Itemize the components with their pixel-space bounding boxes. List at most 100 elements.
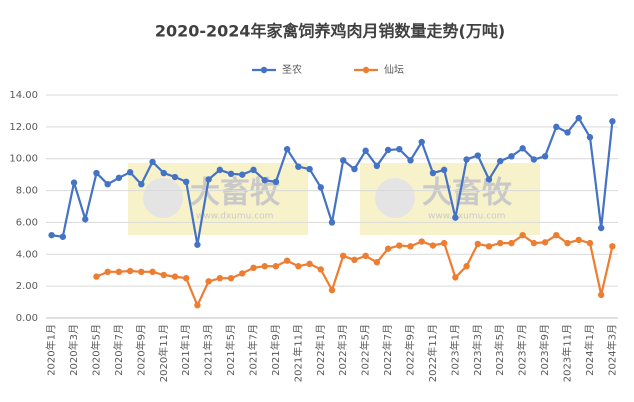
data-point [519,145,526,152]
data-point [261,263,268,270]
data-point [328,219,336,226]
legend-marker [260,66,268,74]
x-tick-label: 2023年7月 [516,324,529,376]
data-point [340,252,347,260]
x-tick-label: 2020年3月 [67,324,80,376]
data-point [541,239,549,246]
watermark-url: www.dxumu.com [428,212,505,222]
data-point [138,268,145,276]
data-point [407,157,414,164]
data-point [317,266,324,273]
y-tick-label: 8.00 [16,186,38,197]
x-tick-label: 2022年9月 [404,324,417,376]
y-tick-label: 0.00 [16,313,38,324]
data-point [205,278,212,285]
x-tick-label: 2021年7月 [246,324,259,376]
x-tick-label: 2022年11月 [426,324,439,382]
data-point [418,238,425,245]
data-point [82,216,89,223]
x-tick-label: 2020年9月 [134,324,147,376]
data-point [115,174,123,182]
data-point [250,264,257,272]
data-point [553,231,560,239]
legend-marker [362,66,370,74]
data-point [474,240,482,248]
data-point [306,260,313,268]
data-point [485,243,493,250]
x-tick-label: 2023年11月 [561,324,574,382]
watermark-url: www.dxumu.com [196,212,273,222]
y-tick-label: 14.00 [9,90,38,101]
y-tick-label: 10.00 [9,154,38,165]
data-point [182,274,190,282]
data-point [149,268,156,276]
data-point [373,259,381,266]
data-point [306,165,313,173]
watermark-logo [143,178,183,218]
data-point [126,169,134,176]
watermark-logo [375,178,415,218]
data-point [283,145,291,153]
x-tick-label: 2021年3月 [202,324,215,376]
x-tick-label: 2021年9月 [269,324,282,376]
data-point [597,224,605,232]
data-point [216,274,224,282]
data-point [463,263,470,270]
x-tick-label: 2023年3月 [471,324,484,376]
data-point [519,231,526,239]
data-point [485,176,493,183]
data-point [194,241,201,248]
data-point [295,263,302,270]
data-point [194,302,201,309]
data-point [418,138,425,146]
data-point [396,242,403,249]
data-point [126,267,134,275]
data-point [216,166,224,174]
data-point [440,239,448,247]
data-point [541,153,549,160]
data-point [182,178,190,186]
data-point [351,256,358,264]
data-point [104,181,111,188]
data-point [407,243,414,250]
data-point [586,134,594,141]
data-point [553,123,560,131]
data-point [340,157,347,164]
y-tick-label: 2.00 [16,281,38,292]
y-tick-label: 12.00 [9,122,38,133]
legend-label: 仙坛 [384,63,404,76]
data-point [508,153,515,160]
data-point [575,114,582,122]
legend-label: 圣农 [282,63,302,76]
data-point [396,145,403,153]
data-point [497,239,504,247]
data-point [328,286,336,294]
data-point [59,233,67,240]
data-point [115,268,123,276]
data-point [104,268,111,276]
data-point [440,166,448,174]
data-point [250,166,257,174]
data-point [160,271,167,279]
data-point [239,270,246,277]
data-point [160,169,167,177]
data-point [239,171,246,178]
data-point [474,152,482,159]
data-point [261,177,268,184]
data-point [497,157,504,165]
x-tick-label: 2022年5月 [359,324,372,376]
data-point [384,245,392,252]
x-tick-label: 2022年3月 [336,324,349,376]
x-tick-label: 2024年3月 [605,324,618,376]
data-point [227,170,235,178]
data-point [564,239,571,247]
x-tick-label: 2020年11月 [157,324,170,382]
data-point [452,274,459,281]
chart-title: 2020-2024年家禽饲养鸡肉月销数量走势(万吨) [155,22,505,41]
data-point [93,169,100,177]
data-point [93,273,100,280]
data-point [564,129,571,136]
data-point [138,181,145,188]
data-point [452,214,459,221]
